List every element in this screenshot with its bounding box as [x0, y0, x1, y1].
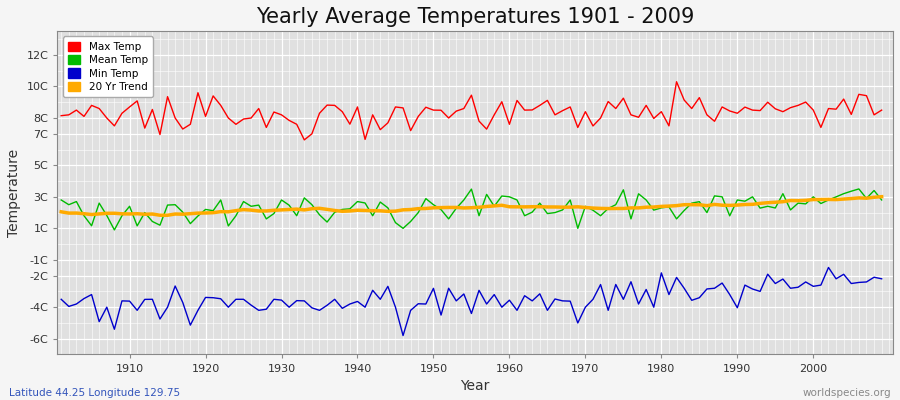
X-axis label: Year: Year: [461, 379, 490, 393]
Title: Yearly Average Temperatures 1901 - 2009: Yearly Average Temperatures 1901 - 2009: [256, 7, 695, 27]
Y-axis label: Temperature: Temperature: [7, 149, 21, 237]
Legend: Max Temp, Mean Temp, Min Temp, 20 Yr Trend: Max Temp, Mean Temp, Min Temp, 20 Yr Tre…: [63, 36, 153, 97]
Text: worldspecies.org: worldspecies.org: [803, 388, 891, 398]
Text: Latitude 44.25 Longitude 129.75: Latitude 44.25 Longitude 129.75: [9, 388, 180, 398]
